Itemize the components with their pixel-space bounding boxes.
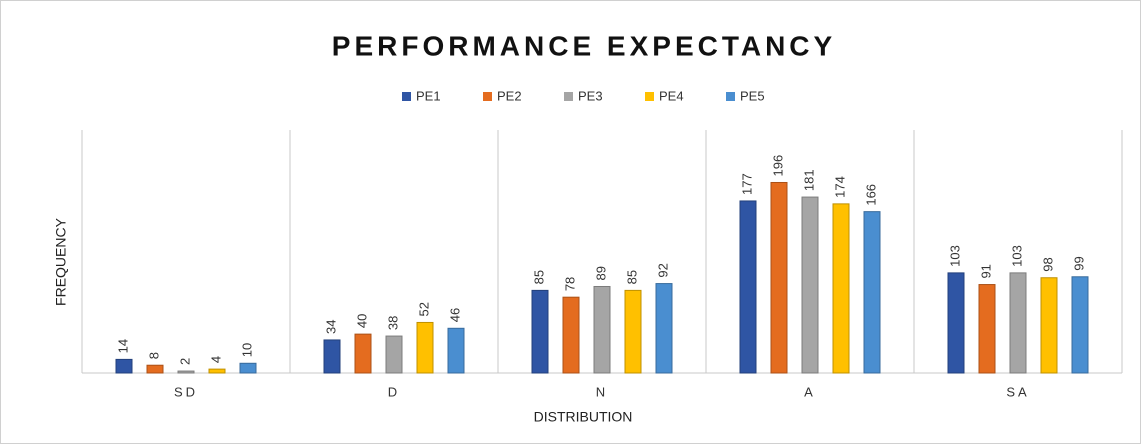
- bar: [1040, 277, 1058, 374]
- bar: [1071, 276, 1089, 374]
- bar: [739, 200, 757, 374]
- data-label: 174: [832, 176, 847, 198]
- bar: [531, 289, 549, 374]
- data-label: 103: [947, 245, 962, 267]
- bar: [416, 321, 434, 374]
- legend-label: PE5: [740, 88, 765, 103]
- data-label: 78: [562, 277, 577, 291]
- bar: [593, 285, 611, 374]
- data-label: 38: [385, 316, 400, 330]
- bar: [947, 272, 965, 374]
- legend-label: PE2: [497, 88, 522, 103]
- data-label: 181: [801, 169, 816, 191]
- bar: [562, 296, 580, 374]
- x-tick-label: SD: [174, 384, 198, 399]
- x-tick-label: N: [596, 384, 608, 399]
- legend-label: PE3: [578, 88, 603, 103]
- bar: [208, 368, 226, 374]
- chart-title: PERFORMANCE EXPECTANCY: [332, 30, 836, 61]
- legend-swatch: [483, 92, 492, 101]
- x-tick-label: SA: [1006, 384, 1029, 399]
- legend-swatch: [645, 92, 654, 101]
- data-label: 89: [593, 266, 608, 280]
- legend-label: PE1: [416, 88, 441, 103]
- legend-label: PE4: [659, 88, 684, 103]
- data-label: 8: [146, 352, 161, 359]
- data-label: 46: [447, 308, 462, 322]
- legend-swatch: [726, 92, 735, 101]
- data-label: 98: [1040, 257, 1055, 271]
- bar: [115, 358, 133, 374]
- bar: [978, 284, 996, 374]
- data-label: 52: [416, 302, 431, 316]
- bar: [1009, 272, 1027, 374]
- legend-swatch: [564, 92, 573, 101]
- bar: [323, 339, 341, 374]
- x-tick-label: D: [388, 384, 400, 399]
- x-tick-label: A: [804, 384, 816, 399]
- bar: [624, 289, 642, 374]
- data-label: 40: [354, 314, 369, 328]
- data-label: 99: [1071, 256, 1086, 270]
- bar: [770, 181, 788, 374]
- legend-swatch: [402, 92, 411, 101]
- data-label: 166: [863, 184, 878, 206]
- bar: [655, 283, 673, 374]
- data-label: 103: [1009, 245, 1024, 267]
- bar: [863, 211, 881, 374]
- data-label: 177: [739, 173, 754, 195]
- y-axis-title: FREQUENCY: [53, 217, 69, 306]
- data-label: 85: [531, 270, 546, 284]
- data-label: 92: [655, 263, 670, 277]
- x-axis-title: DISTRIBUTION: [534, 409, 633, 425]
- data-label: 85: [624, 270, 639, 284]
- data-label: 14: [115, 339, 130, 353]
- data-label: 4: [208, 356, 223, 363]
- bar: [354, 333, 372, 374]
- data-label: 196: [770, 155, 785, 177]
- bar: [385, 335, 403, 374]
- bar: [832, 203, 850, 374]
- data-label: 91: [978, 264, 993, 278]
- bar: [177, 370, 195, 374]
- data-label: 34: [323, 319, 338, 333]
- bar: [146, 364, 164, 374]
- bar: [239, 362, 257, 374]
- data-label: 10: [239, 343, 254, 357]
- data-label: 2: [177, 358, 192, 365]
- bar: [801, 196, 819, 374]
- bar: [447, 327, 465, 374]
